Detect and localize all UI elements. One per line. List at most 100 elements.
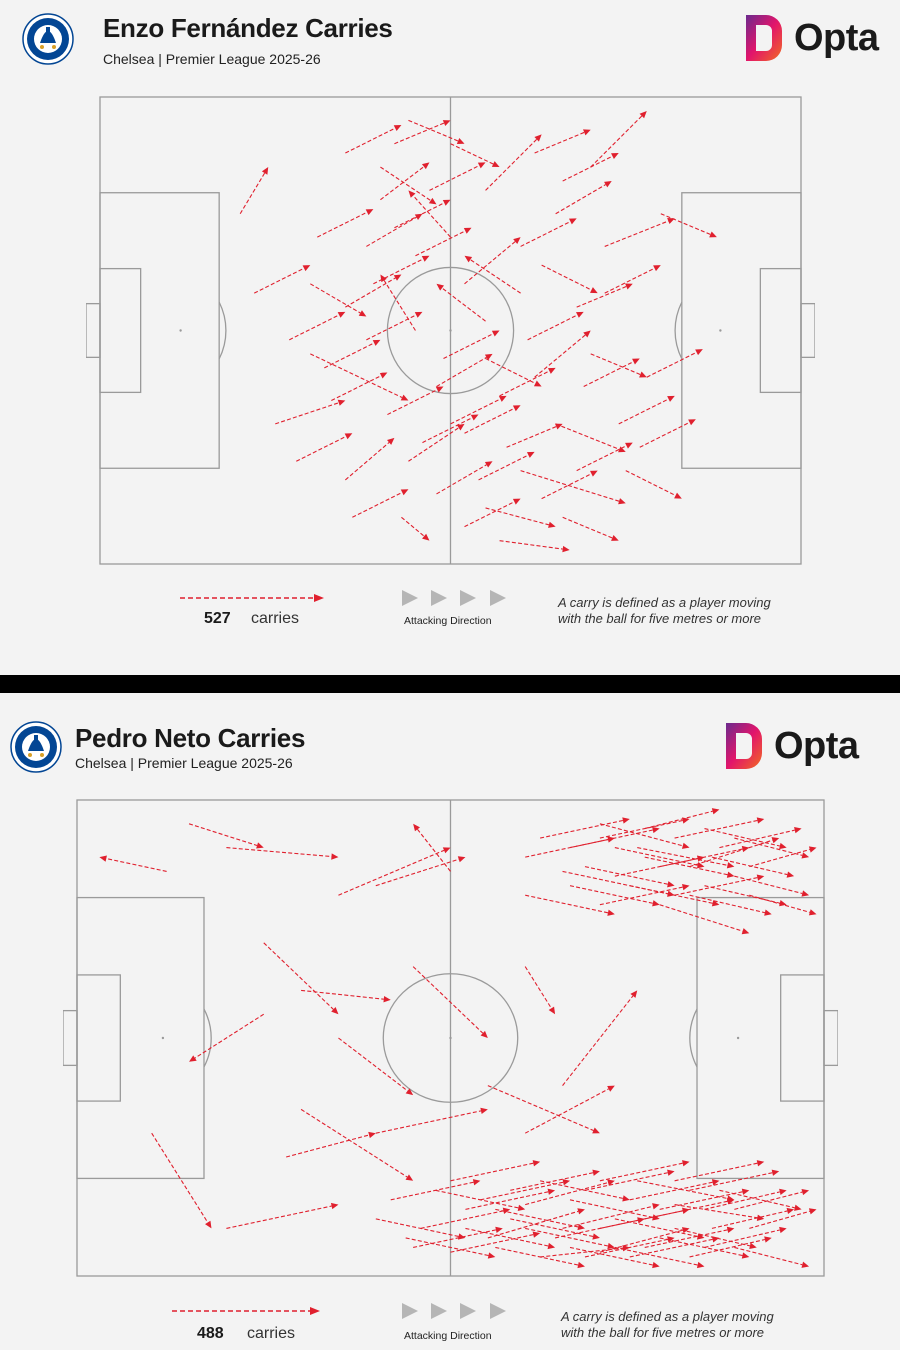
- carry-arrow: [614, 847, 705, 869]
- carry-arrow: [443, 330, 500, 360]
- opta-logo: Opta: [720, 719, 859, 773]
- left-six-yard-box: [99, 267, 142, 394]
- carry-arrow: [525, 1227, 615, 1250]
- opta-logo-mark-icon: [726, 723, 762, 769]
- opta-logo-text: Opta: [794, 16, 879, 59]
- centre-spot: [449, 1036, 452, 1040]
- carry-arrow: [436, 353, 493, 388]
- carry-arrow: [289, 311, 346, 341]
- pitch-chart: [63, 799, 838, 1277]
- note-line-1: A carry is defined as a player moving: [558, 595, 771, 610]
- carry-arrow: [415, 227, 472, 257]
- left-penalty-spot: [179, 329, 182, 332]
- carry-arrow: [510, 1169, 600, 1191]
- carry-arrow: [554, 1217, 645, 1239]
- carry-arrow: [576, 283, 633, 308]
- attacking-direction-label: Attacking Direction: [404, 615, 492, 627]
- carry-arrow: [599, 823, 690, 849]
- carry-arrow: [390, 1179, 481, 1201]
- carry-arrow: [711, 1207, 795, 1229]
- carry-arrow: [614, 1246, 705, 1269]
- carry-arrow: [689, 894, 772, 916]
- chart-title: Enzo Fernández Carries: [103, 13, 393, 43]
- carry-arrow: [540, 817, 630, 839]
- chelsea-crest-icon: [22, 13, 74, 65]
- carry-arrow: [629, 1179, 720, 1201]
- carry-arrows: [99, 808, 817, 1269]
- carry-arrow: [644, 1198, 735, 1220]
- carry-arrow: [583, 358, 640, 388]
- carry-arrow: [188, 823, 264, 849]
- carry-arrow: [659, 1237, 750, 1259]
- carry-arrow: [520, 218, 577, 247]
- right-six-yard-box: [759, 267, 802, 394]
- carry-arrow: [317, 209, 374, 238]
- carry-arrow: [562, 990, 638, 1086]
- carry-arrow: [324, 339, 381, 369]
- panel-divider: [0, 675, 900, 693]
- centre-circle: [386, 266, 515, 395]
- left-penalty-arc: [203, 1008, 212, 1068]
- carry-arrow: [450, 143, 500, 168]
- pitch-markings: [63, 799, 838, 1277]
- carry-arrow: [387, 386, 444, 416]
- carry-definition-note: A carry is defined as a player moving wi…: [558, 595, 771, 627]
- carry-arrow: [226, 1202, 339, 1229]
- carry-arrow: [639, 419, 696, 448]
- carry-arrow: [429, 162, 486, 191]
- carry-arrow: [373, 255, 430, 285]
- attacking-direction-arrows-icon: [402, 1303, 506, 1319]
- carry-arrow: [499, 540, 570, 553]
- carry-arrow: [464, 255, 521, 294]
- carry-arrow: [301, 989, 391, 1003]
- carry-arrow: [562, 516, 619, 541]
- carry-arrow: [524, 966, 556, 1015]
- carry-arrow: [436, 283, 486, 322]
- carry-arrow: [487, 1208, 585, 1239]
- chelsea-crest-icon: [10, 721, 62, 773]
- carry-arrow: [541, 470, 598, 500]
- carry-arrow: [310, 353, 409, 401]
- carry-arrow: [704, 828, 787, 850]
- carry-arrow: [499, 367, 556, 397]
- carry-arrow: [604, 218, 675, 247]
- carry-arrow: [413, 1226, 503, 1248]
- carry-arrow: [644, 808, 720, 830]
- carry-arrow: [659, 845, 750, 868]
- carry-arrow: [296, 433, 353, 462]
- carry-arrow: [711, 856, 795, 878]
- carry-arrow: [344, 437, 395, 481]
- carry-arrow: [749, 846, 817, 868]
- carry-arrow: [435, 1189, 526, 1212]
- carry-arrow: [637, 1180, 735, 1202]
- carries-count: 527: [204, 610, 231, 627]
- opta-logo-text: Opta: [774, 724, 859, 767]
- attacking-direction-label: Attacking Direction: [404, 1330, 492, 1342]
- carry-arrow: [394, 120, 451, 145]
- carry-arrow: [540, 1180, 630, 1202]
- carry-arrow: [524, 1085, 615, 1134]
- opta-logo-mark-icon: [746, 15, 782, 61]
- carry-arrow: [464, 498, 521, 528]
- carry-arrow: [380, 162, 430, 201]
- left-six-yard-box: [76, 974, 121, 1102]
- carry-arrow: [584, 866, 675, 888]
- carry-arrow: [576, 442, 633, 472]
- carry-arrow: [749, 894, 817, 916]
- carry-arrow: [689, 837, 780, 868]
- carry-arrow: [485, 358, 542, 387]
- carry-arrows: [239, 111, 717, 553]
- carry-arrow: [749, 1208, 817, 1229]
- note-line-2: with the ball for five metres or more: [558, 611, 762, 626]
- carry-arrow: [464, 237, 521, 285]
- carry-arrow: [590, 111, 647, 168]
- carry-arrow: [629, 885, 720, 907]
- carry-arrow: [239, 167, 269, 215]
- carry-arrow: [534, 129, 591, 154]
- carry-arrow: [599, 817, 690, 839]
- carry-arrow: [689, 1169, 780, 1191]
- carry-arrow: [562, 1203, 660, 1229]
- carry-arrow: [436, 461, 493, 495]
- carry-arrow: [525, 1179, 615, 1206]
- carry-arrow: [660, 213, 717, 238]
